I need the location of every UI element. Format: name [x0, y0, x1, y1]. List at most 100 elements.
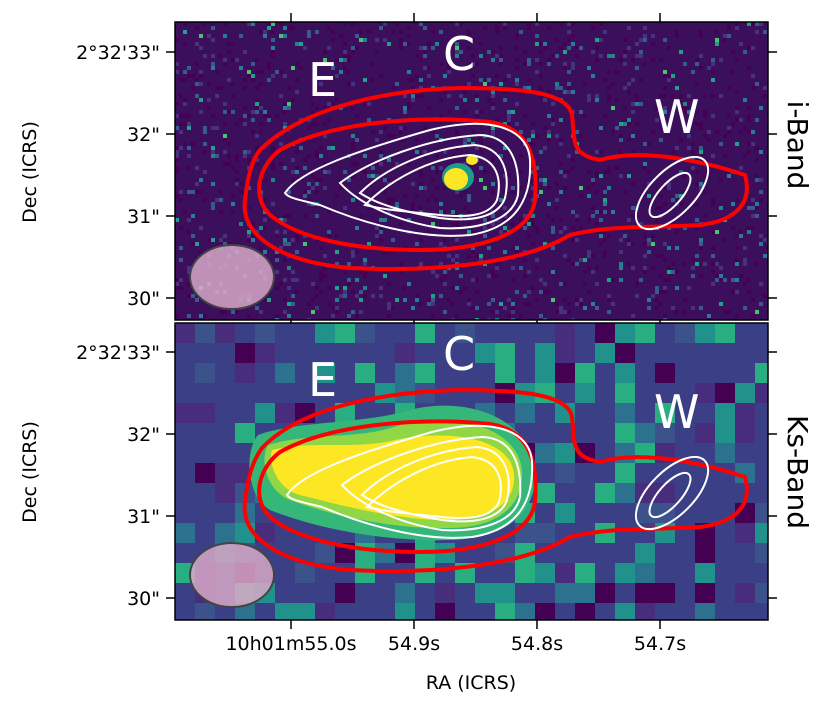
noise-pixel	[179, 78, 183, 82]
noise-pixel	[199, 70, 203, 74]
noise-pixel	[583, 114, 587, 118]
noise-pixel	[603, 114, 607, 118]
noise-pixel	[471, 38, 475, 42]
noise-pixel	[643, 26, 647, 30]
noise-pixel	[503, 146, 507, 150]
noise-pixel	[375, 174, 379, 178]
noise-pixel	[339, 70, 343, 74]
noise-pixel	[423, 150, 427, 154]
noise-pixel	[491, 190, 495, 194]
noise-pixel	[615, 98, 619, 102]
noise-pixel	[351, 46, 355, 50]
noise-pixel	[619, 58, 623, 62]
noise-pixel	[475, 278, 479, 282]
noise-pixel	[343, 286, 347, 290]
noise-pixel	[435, 274, 439, 278]
noise-pixel	[227, 242, 231, 246]
noise-pixel	[439, 202, 443, 206]
noise-pixel	[291, 26, 295, 30]
noise-pixel	[355, 323, 375, 343]
noise-pixel	[323, 162, 327, 166]
noise-pixel	[735, 246, 739, 250]
noise-pixel	[559, 138, 563, 142]
noise-pixel	[523, 62, 527, 66]
i-band-w-contour-inner	[648, 171, 692, 219]
noise-pixel	[595, 306, 599, 310]
noise-pixel	[575, 363, 595, 383]
i-band-core-source	[442, 155, 478, 191]
noise-pixel	[255, 98, 259, 102]
noise-pixel	[567, 30, 571, 34]
noise-pixel	[363, 78, 367, 82]
noise-pixel	[431, 302, 435, 306]
noise-pixel	[347, 58, 351, 62]
noise-pixel	[303, 46, 307, 50]
noise-pixel	[559, 162, 563, 166]
noise-pixel	[703, 214, 707, 218]
noise-pixel	[663, 258, 667, 262]
noise-pixel	[387, 202, 391, 206]
noise-pixel	[551, 230, 555, 234]
noise-pixel	[567, 82, 571, 86]
noise-pixel	[191, 86, 195, 90]
noise-pixel	[627, 138, 631, 142]
noise-pixel	[479, 78, 483, 82]
noise-pixel	[211, 26, 215, 30]
noise-pixel	[287, 242, 291, 246]
noise-pixel	[219, 86, 223, 90]
noise-pixel	[543, 290, 547, 294]
noise-pixel	[679, 110, 683, 114]
noise-pixel	[695, 383, 715, 403]
noise-pixel	[323, 50, 327, 54]
noise-pixel	[739, 234, 743, 238]
noise-pixel	[335, 234, 339, 238]
noise-pixel	[563, 50, 567, 54]
noise-pixel	[207, 82, 211, 86]
noise-pixel	[603, 198, 607, 202]
noise-pixel	[339, 34, 343, 38]
noise-pixel	[567, 38, 571, 42]
noise-pixel	[547, 134, 551, 138]
noise-pixel	[199, 250, 203, 254]
noise-pixel	[411, 94, 415, 98]
noise-pixel	[599, 126, 603, 130]
noise-pixel	[491, 106, 495, 110]
noise-pixel	[355, 278, 359, 282]
noise-pixel	[355, 46, 359, 50]
noise-pixel	[491, 94, 495, 98]
noise-pixel	[443, 270, 447, 274]
noise-pixel	[567, 46, 571, 50]
noise-pixel	[195, 323, 215, 343]
noise-pixel	[227, 78, 231, 82]
noise-pixel	[575, 130, 579, 134]
noise-pixel	[531, 178, 535, 182]
noise-pixel	[363, 170, 367, 174]
noise-pixel	[663, 110, 667, 114]
noise-pixel	[515, 78, 519, 82]
noise-pixel	[755, 158, 759, 162]
noise-pixel	[455, 238, 459, 242]
noise-pixel	[307, 198, 311, 202]
noise-pixel	[351, 250, 355, 254]
noise-pixel	[379, 230, 383, 234]
noise-pixel	[555, 463, 575, 483]
noise-pixel	[543, 318, 547, 320]
noise-pixel	[455, 130, 459, 134]
noise-pixel	[355, 226, 359, 230]
noise-pixel	[455, 323, 475, 343]
noise-pixel	[311, 102, 315, 106]
noise-pixel	[703, 134, 707, 138]
noise-pixel	[555, 503, 575, 523]
noise-pixel	[295, 90, 299, 94]
noise-pixel	[295, 250, 299, 254]
noise-pixel	[575, 583, 595, 603]
noise-pixel	[403, 286, 407, 290]
noise-pixel	[647, 250, 651, 254]
noise-pixel	[591, 74, 595, 78]
noise-pixel	[383, 178, 387, 182]
noise-pixel	[635, 294, 639, 298]
noise-pixel	[195, 298, 199, 302]
noise-pixel	[699, 34, 703, 38]
noise-pixel	[303, 194, 307, 198]
noise-pixel	[511, 318, 515, 320]
